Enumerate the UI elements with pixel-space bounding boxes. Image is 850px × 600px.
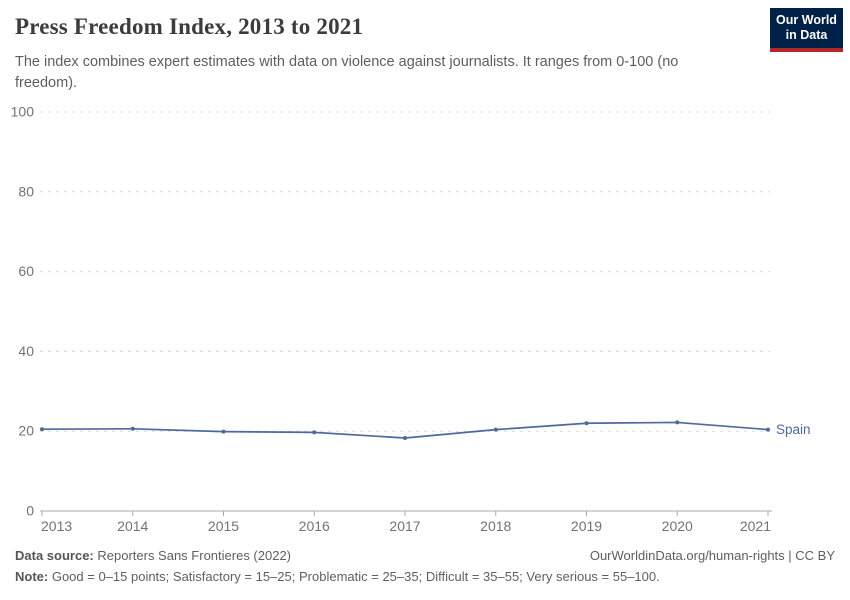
y-tick-label-60: 60 <box>18 263 34 279</box>
data-point-spain-2021[interactable] <box>766 427 770 432</box>
series-end-label-spain[interactable]: Spain <box>776 422 811 437</box>
series-line-spain[interactable] <box>41 421 769 439</box>
owid-logo[interactable]: Our World in Data <box>770 8 843 52</box>
x-tick-label-2013: 2013 <box>41 518 72 534</box>
y-tick-label-40: 40 <box>18 343 34 359</box>
data-source-text: Reporters Sans Frontieres (2022) <box>93 548 292 563</box>
x-tick-label-2017: 2017 <box>389 518 420 534</box>
x-tick-label-2015: 2015 <box>208 518 239 534</box>
y-tick-label-100: 100 <box>11 104 35 120</box>
x-tick-label-2016: 2016 <box>299 518 330 534</box>
y-tick-label-80: 80 <box>18 183 34 199</box>
y-tick-label-0: 0 <box>26 503 34 519</box>
owid-logo-line2: in Data <box>785 28 828 42</box>
data-point-spain-2014[interactable] <box>130 426 135 431</box>
data-source: Data source: Reporters Sans Frontieres (… <box>15 546 291 567</box>
chart-title: Press Freedom Index, 2013 to 2021 <box>15 14 364 39</box>
x-tick-label-2019: 2019 <box>571 518 602 534</box>
owid-url-link[interactable]: OurWorldinData.org/human-rights | CC BY <box>589 548 835 563</box>
data-point-spain-2018[interactable] <box>493 427 498 432</box>
chart-note: Note: Good = 0–15 points; Satisfactory =… <box>15 567 660 588</box>
x-tick-label-2021: 2021 <box>740 518 771 534</box>
data-point-spain-2015[interactable] <box>221 429 226 434</box>
line-chart: 0 20 40 60 80 100 2013 2014 2015 2016 2017 2018 2019… <box>11 104 811 535</box>
note-label: Note: <box>15 568 49 584</box>
x-tick-label-2020: 2020 <box>662 518 693 534</box>
data-point-spain-2017[interactable] <box>403 435 407 440</box>
data-point-spain-2020[interactable] <box>675 420 680 425</box>
data-point-spain-2016[interactable] <box>312 430 317 435</box>
data-point-spain-2019[interactable] <box>584 421 589 426</box>
data-point-spain-2013[interactable] <box>40 427 44 432</box>
chart-subtitle: The index combines expert estimates with… <box>15 54 679 91</box>
note-text: Good = 0–15 points; Satisfactory = 15–25… <box>48 568 660 584</box>
x-tick-label-2014: 2014 <box>117 518 148 534</box>
owid-logo-line1: Our World <box>776 12 837 27</box>
chart-footer: Data source: Reporters Sans Frontieres (… <box>15 546 835 588</box>
y-tick-label-20: 20 <box>18 423 34 439</box>
data-source-label: Data source: <box>15 548 94 563</box>
x-tick-label-2018: 2018 <box>480 518 511 534</box>
